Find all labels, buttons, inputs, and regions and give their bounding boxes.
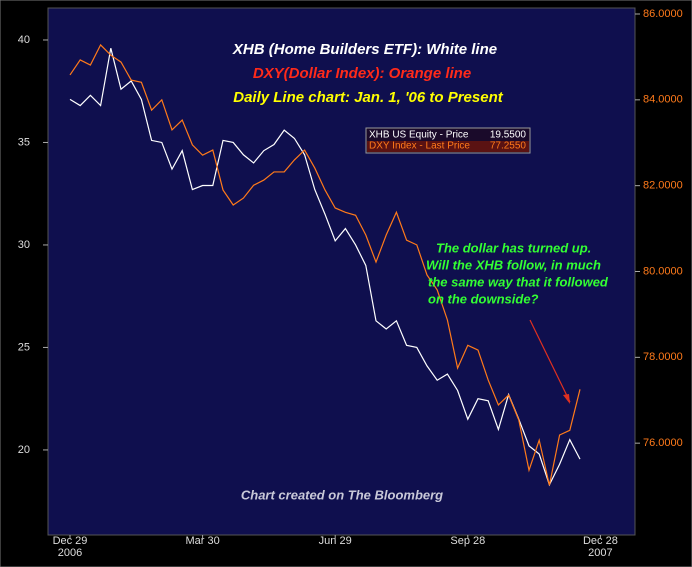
arrow [529, 319, 571, 403]
series-line [69, 48, 581, 487]
y2-tick-label: 80.0000 [643, 265, 683, 277]
title-line: XHB (Home Builders ETF): White line [232, 41, 497, 58]
y2-tick-label: 84.0000 [643, 94, 683, 106]
x-year-label: 2006 [58, 547, 82, 559]
legend-value: 19.5500 [490, 130, 527, 141]
y-tick-label: 40 [18, 34, 30, 46]
note-line: The dollar has turned up. [436, 240, 591, 255]
y2-tick-label: 78.0000 [643, 351, 683, 363]
note-line: Will the XHB follow, in much [426, 257, 601, 272]
credit: Chart created on The Bloomberg [241, 487, 443, 502]
y-tick-label: 35 [18, 136, 30, 148]
title-line: DXY(Dollar Index): Orange line [253, 65, 471, 82]
y2-tick-label: 76.0000 [643, 437, 683, 449]
title-line: Daily Line chart: Jan. 1, '06 to Present [233, 89, 503, 106]
x-tick-label: Jun 29 [319, 535, 352, 547]
y-tick-label: 25 [18, 341, 30, 353]
y2-tick-label: 86.0000 [643, 8, 683, 20]
note-line: on the downside? [428, 291, 539, 306]
legend-label: DXY Index - Last Price [369, 141, 470, 152]
legend-value: 77.2550 [490, 141, 527, 152]
x-tick-label: Mar 30 [185, 535, 219, 547]
y-tick-label: 20 [18, 444, 30, 456]
legend-row-bg [367, 141, 529, 152]
note-line: the same way that it followed [428, 274, 609, 289]
x-tick-label: Dec 28 [583, 535, 618, 547]
legend-label: XHB US Equity - Price [369, 130, 469, 141]
arrow-head [563, 394, 570, 404]
y2-tick-label: 82.0000 [643, 180, 683, 192]
series-line [69, 43, 581, 486]
x-tick-label: Sep 28 [450, 535, 485, 547]
x-year-label: 2007 [588, 547, 612, 559]
y-tick-label: 30 [18, 239, 30, 251]
x-tick-label: Dec 29 [53, 535, 88, 547]
